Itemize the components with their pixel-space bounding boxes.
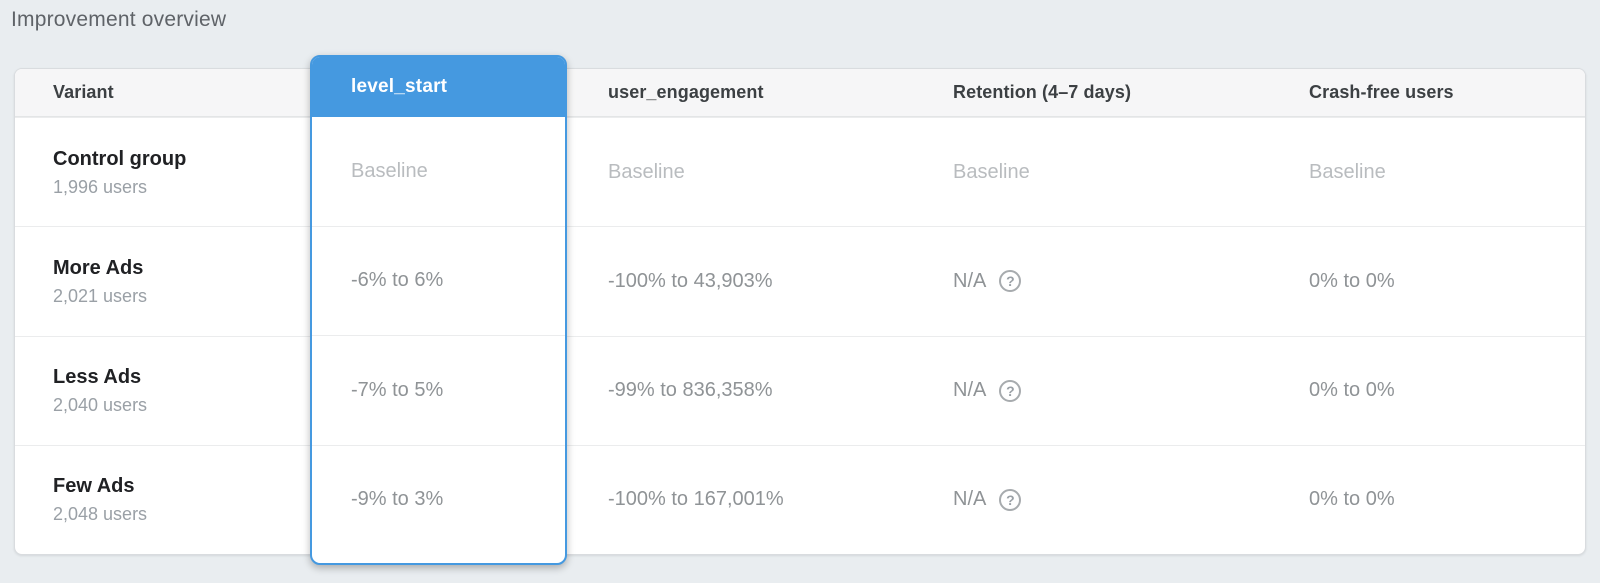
retention-cell: N/A ?: [912, 446, 1268, 554]
page-title: Improvement overview: [11, 8, 227, 31]
improvement-table: Variant user_engagement Retention (4–7 d…: [14, 68, 1586, 555]
variant-name: Few Ads: [53, 475, 135, 498]
column-header-variant: Variant: [53, 82, 114, 102]
table-row-less-ads: Less Ads 2,040 users -99% to 836,358% N/…: [15, 335, 1585, 445]
help-icon[interactable]: ?: [999, 270, 1022, 293]
user-engagement-cell: -99% to 836,358%: [608, 379, 773, 402]
retention-cell: Baseline: [953, 160, 1030, 183]
variant-cell: Less Ads 2,040 users: [15, 337, 310, 445]
retention-cell: N/A ?: [912, 227, 1268, 335]
variant-user-count: 2,021 users: [53, 285, 148, 306]
table-header-row: Variant user_engagement Retention (4–7 d…: [15, 69, 1585, 117]
crash-free-cell: 0% to 0%: [1309, 269, 1395, 292]
level-start-cell: -7% to 5%: [312, 335, 565, 445]
retention-value: N/A: [953, 379, 987, 402]
crash-free-cell: Baseline: [1309, 160, 1386, 183]
help-icon[interactable]: ?: [999, 488, 1022, 511]
level-start-cell: Baseline: [351, 159, 428, 182]
user-engagement-cell: -100% to 43,903%: [608, 269, 773, 292]
selected-metric-card-level-start[interactable]: level_start Baseline -6% to 6% -7% to 5%…: [310, 55, 567, 565]
variant-name: More Ads: [53, 256, 144, 279]
retention-cell: N/A ?: [912, 337, 1268, 445]
variant-user-count: 2,040 users: [53, 395, 148, 416]
variant-name: Control group: [53, 147, 187, 170]
variant-name: Less Ads: [53, 366, 142, 389]
user-engagement-cell: -100% to 167,001%: [608, 488, 784, 511]
column-header-crash-free-users[interactable]: Crash-free users: [1309, 82, 1454, 102]
variant-user-count: 1,996 users: [53, 176, 148, 197]
variant-cell: Few Ads 2,048 users: [15, 446, 310, 554]
crash-free-cell: 0% to 0%: [1309, 379, 1395, 402]
selected-metric-values: Baseline -6% to 6% -7% to 5% -9% to 3%: [312, 117, 565, 563]
crash-free-cell: 0% to 0%: [1309, 488, 1395, 511]
column-header-retention[interactable]: Retention (4–7 days): [953, 82, 1132, 102]
retention-value: N/A: [953, 488, 987, 511]
variant-user-count: 2,048 users: [53, 504, 148, 525]
variant-cell: More Ads 2,021 users: [15, 227, 310, 335]
column-header-level-start[interactable]: level_start: [312, 57, 565, 117]
table-row-control-group: Control group 1,996 users Baseline Basel…: [15, 117, 1585, 226]
table-row-more-ads: More Ads 2,021 users -100% to 43,903% N/…: [15, 226, 1585, 335]
column-header-user-engagement[interactable]: user_engagement: [608, 82, 764, 102]
level-start-cell: -9% to 3%: [312, 444, 565, 555]
user-engagement-cell: Baseline: [608, 160, 685, 183]
retention-value: N/A: [953, 269, 987, 292]
level-start-cell: -6% to 6%: [312, 225, 565, 336]
help-icon[interactable]: ?: [999, 379, 1022, 402]
variant-cell: Control group 1,996 users: [15, 118, 310, 226]
table-row-few-ads: Few Ads 2,048 users -100% to 167,001% N/…: [15, 444, 1585, 554]
